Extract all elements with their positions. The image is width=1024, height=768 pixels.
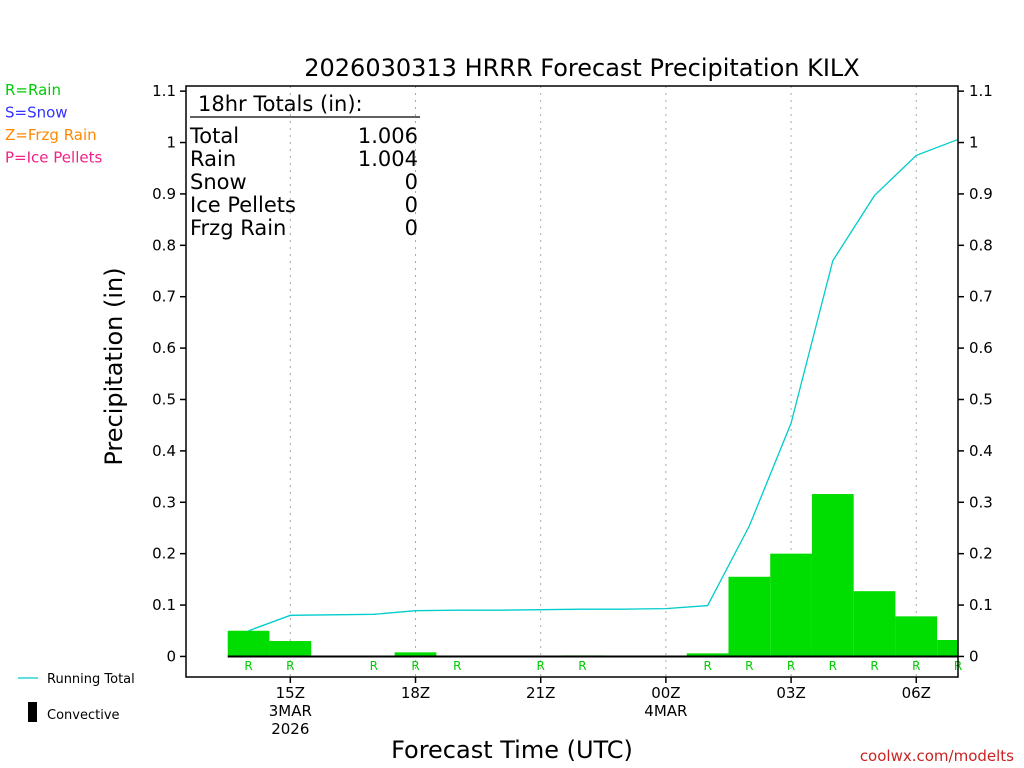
series-legend: Running Total Convective (18, 672, 135, 723)
ytick-label-left-10: 0.9 (152, 185, 176, 203)
xtick-label-3-1: 21Z (526, 684, 555, 702)
totals-label-2: Rain (190, 147, 236, 171)
ytick-label-left-4: 0.3 (152, 493, 176, 511)
ytick-label-left-11: 1 (166, 134, 176, 152)
xtick-label-5-1: 03Z (776, 684, 805, 702)
ytick-label-right-12: 1.1 (969, 82, 993, 100)
totals-label-3: Snow (190, 170, 247, 194)
ytick-label-right-6: 0.5 (969, 390, 993, 408)
y-axis-left: 0 0.1 0.2 0.3 0.4 0.5 0.6 0.7 0.8 0.9 1 1.1 (152, 82, 186, 665)
precip-bar-2 (269, 641, 312, 657)
ytick-label-left-1: 0 (166, 647, 176, 665)
precip-bar-14 (770, 553, 812, 657)
ytick-label-right-11: 1 (969, 134, 979, 152)
ytick-label-left-2: 0.1 (152, 596, 176, 614)
precip-bar-12 (686, 653, 729, 657)
running-total-legend-label: Running Total (47, 672, 135, 687)
precip-bar-13 (728, 576, 771, 657)
running-total-line (248, 138, 959, 632)
rain-mark-5: R (453, 659, 461, 673)
ytick-label-left-5: 0.4 (152, 442, 176, 460)
xtick-label-4-1: 00Z (651, 684, 680, 702)
totals-value-4: 0 (405, 193, 418, 217)
precip-type-legend: R=Rain S=Snow Z=Frzg Rain P=Ice Pellets (5, 81, 102, 167)
totals-label-5: Frzg Rain (190, 216, 286, 240)
totals-value-1: 1.006 (358, 124, 418, 148)
ytick-label-right-10: 0.9 (969, 185, 993, 203)
ytick-label-left-9: 0.8 (152, 236, 176, 254)
ytick-label-right-4: 0.3 (969, 493, 993, 511)
rain-mark-4: R (411, 659, 419, 673)
rain-mark-11: R (829, 659, 837, 673)
precip-bar-18 (937, 639, 958, 657)
rain-mark-6: R (537, 659, 545, 673)
ytick-label-right-7: 0.6 (969, 339, 993, 357)
xtick-label-1-2: 3MAR (269, 702, 312, 720)
precip-bar-15 (811, 494, 854, 657)
legend-item-3: Z=Frzg Rain (5, 126, 97, 144)
rain-mark-1: R (244, 659, 252, 673)
precip-bar-17 (895, 616, 938, 657)
x-axis-label: Forecast Time (UTC) (391, 736, 633, 764)
totals-value-2: 1.004 (358, 147, 418, 171)
rain-mark-7: R (578, 659, 586, 673)
ytick-label-left-12: 1.1 (152, 82, 176, 100)
rain-mark-9: R (745, 659, 753, 673)
xtick-label-1-3: 2026 (271, 720, 309, 738)
xtick-label-6-1: 06Z (902, 684, 931, 702)
convective-swatch (28, 702, 37, 722)
totals-table: 18hr Totals (in): Total 1.006 Rain 1.004 Snow… (189, 92, 420, 240)
precip-bar-1 (227, 630, 270, 657)
vertical-gridlines (289, 86, 917, 677)
legend-item-2: S=Snow (5, 104, 68, 122)
ytick-label-left-6: 0.5 (152, 390, 176, 408)
rain-mark-12: R (870, 659, 878, 673)
xtick-label-1-1: 15Z (276, 684, 305, 702)
rain-mark-2: R (286, 659, 294, 673)
totals-heading: 18hr Totals (in): (198, 92, 363, 116)
ytick-label-left-8: 0.7 (152, 288, 176, 306)
y-axis-label: Precipitation (in) (100, 267, 128, 465)
ytick-label-left-3: 0.2 (152, 545, 176, 563)
convective-legend-label: Convective (47, 708, 120, 723)
rain-mark-3: R (370, 659, 378, 673)
xtick-label-4-2: 4MAR (644, 702, 687, 720)
rain-mark-8: R (703, 659, 711, 673)
ytick-label-right-5: 0.4 (969, 442, 993, 460)
chart-title: 2026030313 HRRR Forecast Precipitation K… (304, 54, 859, 82)
source-credit[interactable]: coolwx.com/modelts (860, 747, 1014, 765)
ytick-label-right-9: 0.8 (969, 236, 993, 254)
plot-frame (185, 85, 959, 678)
ytick-label-right-3: 0.2 (969, 545, 993, 563)
ytick-label-left-7: 0.6 (152, 339, 176, 357)
ytick-label-right-2: 0.1 (969, 596, 993, 614)
legend-item-4: P=Ice Pellets (5, 149, 102, 167)
ytick-label-right-1: 0 (969, 647, 979, 665)
ytick-label-right-8: 0.7 (969, 288, 993, 306)
totals-value-3: 0 (405, 170, 418, 194)
totals-label-1: Total (189, 124, 239, 148)
totals-label-4: Ice Pellets (190, 193, 296, 217)
precip-bar-16 (853, 591, 896, 657)
legend-item-1: R=Rain (5, 81, 61, 99)
y-axis-right: 0 0.1 0.2 0.3 0.4 0.5 0.6 0.7 0.8 0.9 1 1.1 (958, 82, 993, 665)
totals-value-5: 0 (405, 216, 418, 240)
precip-bar-5 (394, 652, 437, 657)
hourly-precip-bars (227, 494, 958, 657)
rain-mark-10: R (787, 659, 795, 673)
rain-mark-13: R (912, 659, 920, 673)
xtick-label-2-1: 18Z (401, 684, 430, 702)
